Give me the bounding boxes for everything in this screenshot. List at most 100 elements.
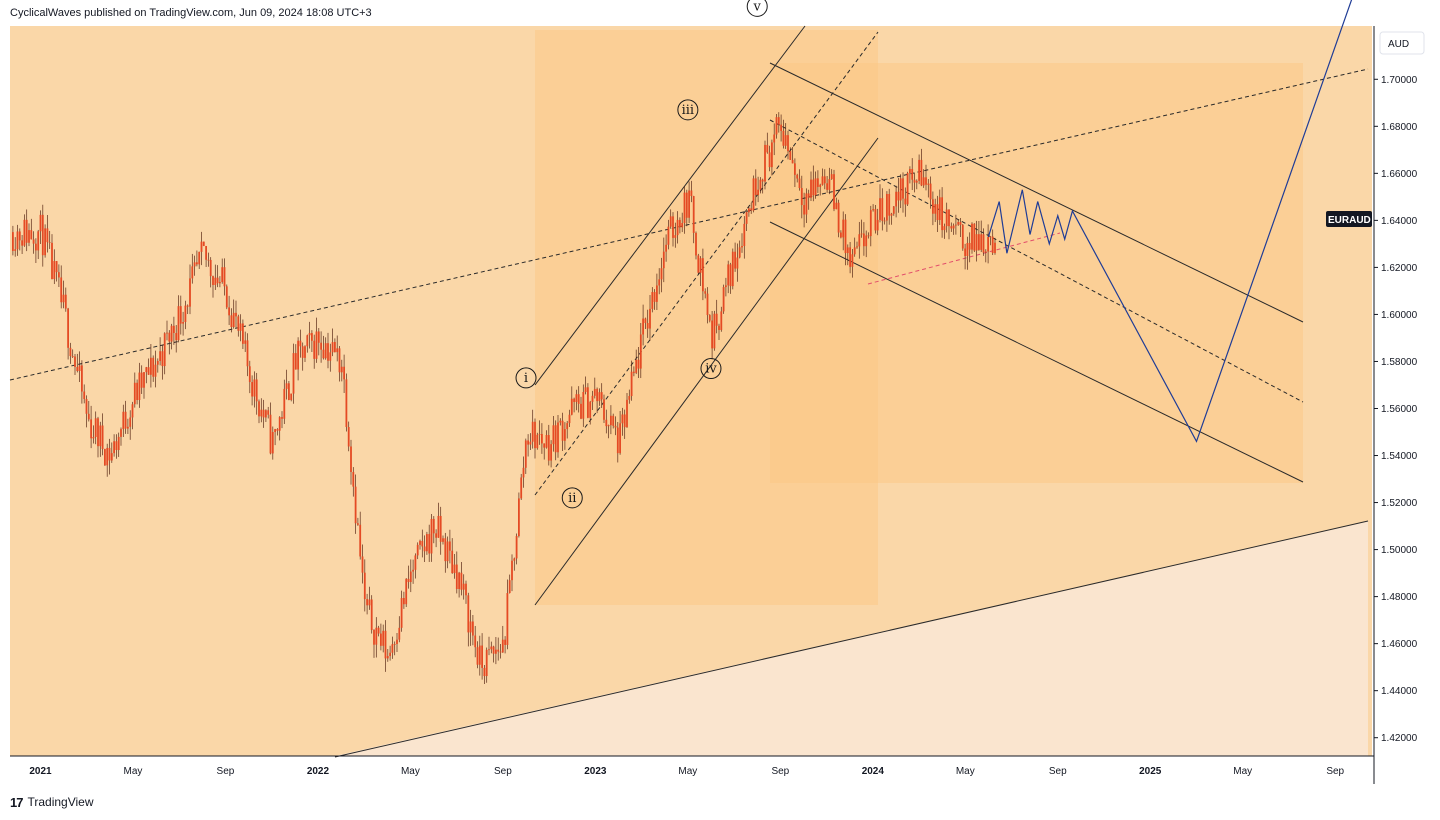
candle-body [511,560,513,581]
candle-body [934,204,937,214]
candle-body [619,423,621,454]
candle-body [718,325,720,330]
candle-body [405,578,408,605]
candle-body [274,429,276,433]
candle-body [32,239,35,244]
time-tick-label: 2025 [1139,766,1162,777]
candle-body [849,247,851,267]
candle-body [639,334,642,369]
candle-body [761,179,764,182]
wave-label-ii: ii [568,491,576,506]
candle-body [513,558,516,561]
candle-body [39,214,42,232]
candle-body [819,184,822,187]
candle-body [490,646,493,650]
candle-body [106,447,109,466]
candle-body [87,413,90,420]
candle-body [35,243,37,251]
candle-body [872,209,874,211]
candle-body [205,245,207,260]
candle-body [99,425,102,447]
candle-body [805,193,808,215]
candle-body [481,645,483,668]
candle-body [30,230,33,240]
candle-body [163,333,166,367]
candle-body [975,234,978,251]
candle-body [860,233,863,235]
candle-body [327,343,329,361]
candle-body [531,421,534,442]
price-tick-label: 1.64000 [1381,216,1418,227]
candle-body [147,367,150,375]
candle-body [216,277,219,284]
candle-body [196,262,198,265]
candle-body [451,550,454,574]
candle-body [115,441,118,451]
time-tick-label: Sep [494,766,512,777]
candle-body [460,572,463,590]
price-tick-label: 1.46000 [1381,639,1418,650]
candle-body [122,411,125,430]
candle-body [697,255,700,273]
candle-body [681,223,684,228]
candle-body [589,401,592,418]
candle-body [575,394,578,402]
candle-body [478,645,481,665]
candle-body [308,333,311,336]
candle-body [552,425,555,445]
candle-body [242,323,244,344]
candle-body [750,208,753,211]
candle-body [573,398,575,402]
candle-body [396,639,398,644]
candle-body [501,639,504,653]
candle-body [14,249,17,251]
candle-body [729,264,732,287]
tradingview-logo-icon: 17 [10,794,24,810]
candle-body [554,425,557,453]
candle-body [219,282,221,284]
candle-body [359,524,362,557]
candle-body [278,417,281,431]
candle-body [398,627,401,640]
candle-body [488,649,490,651]
candle-body [906,173,909,205]
candle-body [110,453,113,461]
candle-body [547,435,550,461]
candle-body [603,399,605,420]
currency-label: AUD [1388,39,1409,50]
candle-body [679,219,681,228]
candle-body [570,398,573,415]
time-tick-label: Sep [1326,766,1344,777]
candle-body [37,231,40,251]
candle-body [322,349,325,359]
candle-body [154,364,157,377]
time-tick-label: May [1233,766,1252,777]
candle-body [347,427,350,447]
candle-body [182,322,184,324]
candle-body [104,449,106,466]
candle-body [948,209,950,227]
candle-body [529,441,532,445]
candle-body [288,383,290,400]
candle-body [766,144,769,153]
candle-body [133,382,136,405]
candle-body [524,440,527,468]
wave-label-iv: iv [705,362,717,377]
candle-body [596,388,598,402]
candle-body [485,649,488,677]
candle-body [987,237,989,252]
candle-body [269,414,272,454]
candle-body [708,315,711,321]
candle-body [759,179,762,190]
correction-channel-box [770,63,1303,483]
candle-body [748,208,750,213]
price-tick-label: 1.58000 [1381,357,1418,368]
candle-body [467,595,470,633]
candle-body [978,234,980,250]
candle-body [642,318,644,335]
candle-body [669,216,672,227]
candle-body [911,168,914,180]
candle-body [881,198,884,221]
candle-body [665,244,667,252]
